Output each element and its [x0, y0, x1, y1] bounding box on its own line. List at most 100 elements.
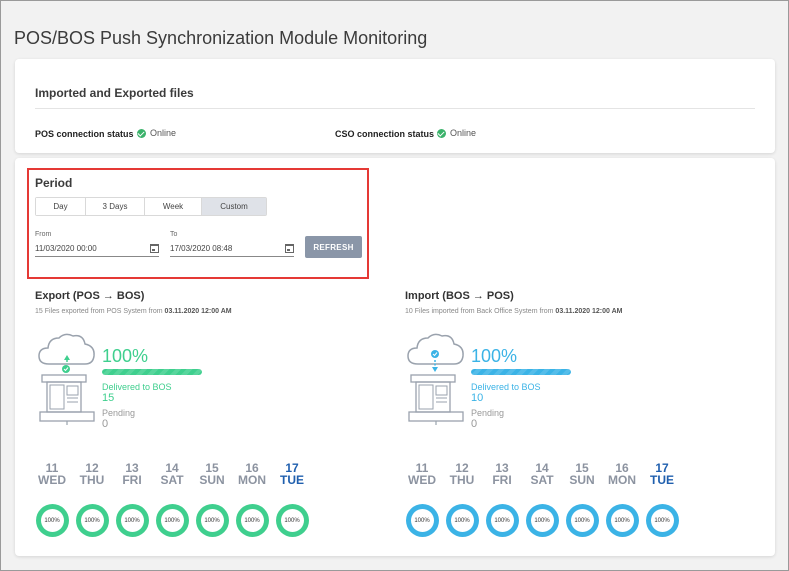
- day-progress-percent: 100%: [200, 509, 224, 532]
- day-number: 12: [85, 461, 99, 475]
- day-name: WED: [408, 473, 436, 487]
- tab-3-days[interactable]: 3 Days: [86, 198, 145, 215]
- day-item: 15 SUN 100%: [192, 462, 232, 537]
- day-progress-ring: 100%: [445, 504, 479, 537]
- to-label: To: [170, 231, 178, 238]
- day-name: WED: [38, 473, 66, 487]
- pos-terminal-cloud-icon: [407, 333, 464, 425]
- period-title: Period: [35, 176, 73, 190]
- day-item: 17 TUE 100%: [272, 462, 312, 537]
- day-name: THU: [79, 473, 105, 487]
- day-number: 15: [575, 461, 589, 475]
- from-label: From: [35, 231, 52, 238]
- day-progress-percent: 100%: [570, 509, 594, 532]
- tab-custom[interactable]: Custom: [202, 198, 266, 215]
- day-item: 13 FRI 100%: [112, 462, 152, 537]
- import-subtitle-date: 03.11.2020 12:00 AM: [555, 308, 623, 315]
- day-number: 16: [615, 461, 629, 475]
- day-item: 16 MON 100%: [232, 462, 272, 537]
- import-subtitle: 10 Files imported from Back Office Syste…: [405, 308, 623, 315]
- period-tabs: Day 3 Days Week Custom: [35, 197, 267, 216]
- period-highlight-box: [27, 168, 369, 279]
- page-title: POS/BOS Push Synchronization Module Moni…: [14, 28, 428, 48]
- day-name: FRI: [492, 473, 512, 487]
- tab-day[interactable]: Day: [36, 198, 86, 215]
- day-progress-ring: 100%: [605, 504, 639, 537]
- export-subtitle-text: 15 Files exported from POS System from: [35, 308, 165, 315]
- export-day-list: 11 WED 100% 12 THU 100% 13 FRI 100% 14 SAT 100% 15 SU…: [32, 462, 312, 537]
- day-number: 14: [165, 461, 179, 475]
- day-number: 17: [655, 461, 669, 475]
- day-number: 13: [495, 461, 509, 475]
- export-pending-value: 0: [102, 418, 109, 430]
- export-progress-fill: [102, 369, 202, 375]
- day-progress-percent: 100%: [80, 509, 104, 532]
- day-item: 11 WED 100%: [32, 462, 72, 537]
- export-subtitle-date: 03.11.2020 12:00 AM: [164, 308, 232, 315]
- files-card-title: Imported and Exported files: [35, 86, 194, 100]
- day-progress-ring: 100%: [275, 504, 309, 537]
- day-number: 14: [535, 461, 549, 475]
- day-progress-percent: 100%: [40, 509, 64, 532]
- cso-connection-label: CSO connection status: [335, 129, 435, 139]
- day-number: 11: [415, 461, 429, 475]
- day-progress-ring: 100%: [645, 504, 679, 537]
- day-number: 15: [205, 461, 219, 475]
- day-progress-ring: 100%: [235, 504, 269, 537]
- day-progress-percent: 100%: [450, 509, 474, 532]
- day-number: 13: [125, 461, 139, 475]
- day-item: 11 WED 100%: [402, 462, 442, 537]
- day-name: SAT: [160, 473, 184, 487]
- day-progress-ring: 100%: [35, 504, 69, 537]
- day-progress-percent: 100%: [280, 509, 304, 532]
- day-item: 14 SAT 100%: [522, 462, 562, 537]
- import-pending-value: 0: [471, 418, 478, 430]
- check-circle-icon: [137, 128, 146, 138]
- day-number: 11: [45, 461, 59, 475]
- pos-status-text: Online: [150, 128, 177, 138]
- refresh-button[interactable]: REFRESH: [305, 236, 362, 258]
- day-progress-percent: 100%: [120, 509, 144, 532]
- day-name: MON: [608, 473, 636, 487]
- day-item: 16 MON 100%: [602, 462, 642, 537]
- day-progress-ring: 100%: [485, 504, 519, 537]
- day-name: FRI: [122, 473, 142, 487]
- day-progress-percent: 100%: [610, 509, 634, 532]
- to-date-value: 17/03/2020 08:48: [170, 244, 233, 253]
- day-item: 12 THU 100%: [72, 462, 112, 537]
- day-name: MON: [238, 473, 266, 487]
- day-name: SAT: [530, 473, 554, 487]
- day-progress-percent: 100%: [160, 509, 184, 532]
- import-progress-bar: [471, 369, 571, 375]
- import-pending-label: Pending: [471, 408, 505, 418]
- day-name: THU: [449, 473, 475, 487]
- day-progress-ring: 100%: [405, 504, 439, 537]
- import-title: Import (BOS → POS): [405, 290, 514, 302]
- export-delivered-value: 15: [102, 392, 115, 404]
- export-progress-bar: [102, 369, 202, 375]
- day-item: 12 THU 100%: [442, 462, 482, 537]
- import-percent: 100%: [471, 346, 518, 366]
- day-name: TUE: [650, 473, 674, 487]
- divider: [35, 108, 755, 109]
- day-progress-ring: 100%: [195, 504, 229, 537]
- day-number: 16: [245, 461, 259, 475]
- tab-week[interactable]: Week: [145, 198, 202, 215]
- calendar-icon[interactable]: [150, 244, 159, 253]
- day-item: 15 SUN 100%: [562, 462, 602, 537]
- calendar-icon[interactable]: [285, 244, 294, 253]
- day-progress-percent: 100%: [410, 509, 434, 532]
- import-subtitle-text: 10 Files imported from Back Office Syste…: [405, 308, 556, 315]
- export-delivered-label: Delivered to BOS: [102, 382, 172, 392]
- day-progress-percent: 100%: [650, 509, 674, 532]
- from-date-field[interactable]: 11/03/2020 00:00: [35, 241, 159, 257]
- import-delivered-value: 10: [471, 392, 484, 404]
- import-progress-fill: [471, 369, 571, 375]
- day-item: 14 SAT 100%: [152, 462, 192, 537]
- day-number: 17: [285, 461, 299, 475]
- import-day-list: 11 WED 100% 12 THU 100% 13 FRI 100% 14 SAT 100% 15 SU…: [402, 462, 682, 537]
- day-item: 17 TUE 100%: [642, 462, 682, 537]
- day-progress-percent: 100%: [490, 509, 514, 532]
- pos-connection-status: Online: [137, 128, 176, 138]
- to-date-field[interactable]: 17/03/2020 08:48: [170, 241, 294, 257]
